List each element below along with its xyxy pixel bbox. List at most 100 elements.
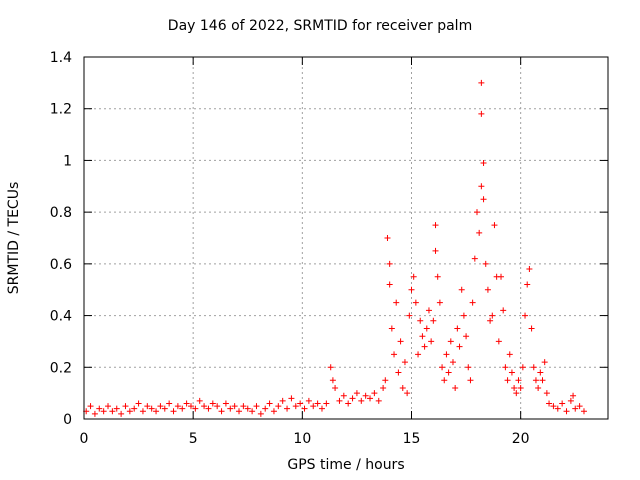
- data-point: [508, 369, 515, 376]
- data-point: [541, 359, 548, 366]
- data-point: [275, 403, 282, 410]
- x-tick-label: 5: [189, 431, 198, 447]
- data-point: [449, 359, 456, 366]
- data-point: [408, 286, 415, 293]
- data-point: [502, 364, 509, 371]
- data-points: [83, 79, 587, 417]
- data-point: [572, 405, 579, 412]
- data-point: [318, 405, 325, 412]
- data-point: [270, 408, 277, 415]
- data-point: [144, 403, 151, 410]
- data-point: [513, 390, 520, 397]
- data-point: [214, 403, 221, 410]
- data-point: [478, 79, 485, 86]
- data-point: [471, 255, 478, 262]
- data-point: [543, 390, 550, 397]
- data-point: [384, 235, 391, 241]
- data-point: [297, 400, 304, 407]
- data-point: [465, 364, 472, 371]
- data-point: [410, 273, 417, 280]
- data-point: [253, 403, 260, 410]
- data-point: [201, 403, 208, 410]
- data-point: [284, 405, 291, 412]
- data-point: [415, 351, 422, 358]
- data-point: [126, 408, 133, 415]
- data-point: [515, 377, 522, 384]
- data-point: [388, 325, 395, 332]
- data-point: [530, 364, 537, 371]
- data-point: [399, 384, 406, 391]
- plot-frame: [83, 56, 609, 420]
- y-tick-label: 1.2: [50, 102, 72, 118]
- data-point: [500, 307, 507, 314]
- y-tick-label: 0.2: [50, 360, 72, 376]
- data-point: [292, 403, 299, 410]
- data-point: [456, 343, 463, 350]
- data-point: [340, 392, 347, 399]
- tick-marks: [83, 56, 608, 420]
- data-point: [478, 183, 485, 190]
- data-point: [209, 400, 216, 407]
- data-point: [535, 384, 542, 391]
- data-point: [362, 392, 369, 399]
- data-point: [349, 395, 356, 402]
- data-point: [174, 403, 181, 410]
- data-point: [474, 209, 480, 216]
- data-point: [430, 317, 437, 324]
- data-point: [332, 384, 339, 391]
- data-point: [454, 325, 461, 332]
- data-point: [441, 377, 448, 384]
- data-point: [236, 408, 243, 415]
- y-tick-label: 1.4: [50, 50, 72, 66]
- data-point: [528, 325, 535, 332]
- data-point: [419, 333, 426, 340]
- data-point: [196, 397, 203, 404]
- data-point: [491, 222, 498, 229]
- data-point: [391, 351, 398, 358]
- data-point: [476, 229, 483, 236]
- y-tick-label: 1: [63, 153, 72, 169]
- data-point: [205, 405, 212, 412]
- data-point: [327, 364, 334, 371]
- data-point: [563, 408, 570, 415]
- y-tick-label: 0.6: [50, 257, 72, 273]
- data-point: [495, 338, 502, 345]
- data-point: [554, 405, 561, 412]
- x-tick-label: 15: [403, 431, 421, 447]
- data-point: [428, 338, 435, 345]
- data-point: [463, 333, 470, 340]
- data-point: [432, 247, 439, 254]
- data-point: [445, 369, 452, 376]
- data-point: [517, 384, 524, 391]
- data-point: [452, 384, 459, 391]
- data-point: [539, 377, 546, 384]
- data-point: [423, 325, 430, 332]
- data-point: [395, 369, 402, 376]
- data-point: [305, 397, 312, 404]
- data-point: [323, 400, 330, 407]
- data-point: [192, 405, 199, 412]
- data-point: [489, 312, 496, 319]
- data-point: [153, 408, 160, 415]
- data-point: [166, 400, 173, 407]
- data-point: [100, 408, 107, 415]
- y-tick-label: 0.4: [50, 309, 72, 325]
- data-point: [105, 403, 112, 410]
- y-axis-label: SRMTID / TECUs: [6, 181, 22, 295]
- data-point: [417, 317, 424, 324]
- data-point: [559, 400, 566, 407]
- data-point: [266, 400, 273, 407]
- data-point: [484, 286, 491, 293]
- grid-lines: [84, 57, 608, 419]
- data-point: [519, 364, 526, 371]
- data-point: [401, 359, 408, 366]
- data-point: [131, 405, 138, 412]
- data-point: [135, 400, 142, 407]
- data-point: [526, 266, 533, 273]
- data-point: [404, 390, 411, 397]
- x-tick-label: 20: [512, 431, 530, 447]
- data-point: [249, 408, 256, 415]
- data-point: [460, 312, 467, 319]
- data-point: [421, 343, 428, 350]
